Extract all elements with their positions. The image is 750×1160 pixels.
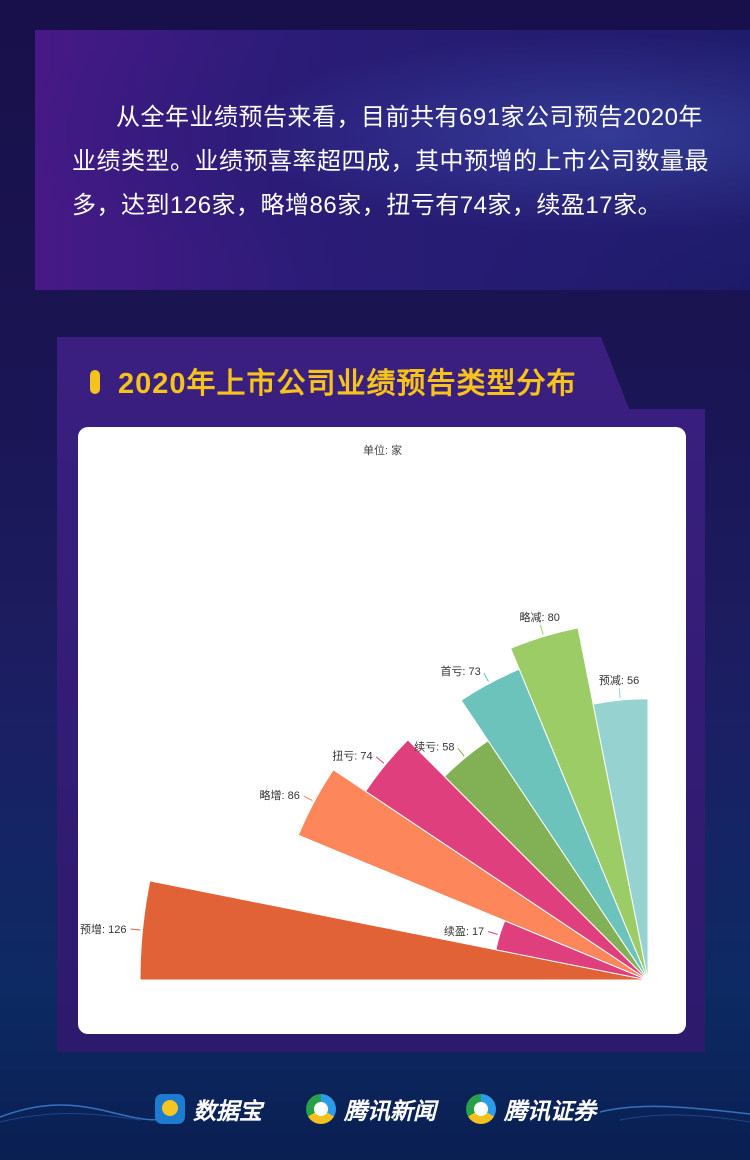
rose-sector-6 xyxy=(509,627,649,981)
label-leader-3 xyxy=(375,756,385,764)
brand-shujubao: 数据宝 xyxy=(155,1092,262,1126)
brand-tencent-securities-label: 腾讯证券 xyxy=(504,1098,596,1124)
label-leader-0 xyxy=(130,928,141,931)
tencent-logo-icon xyxy=(466,1094,496,1124)
label-leader-1 xyxy=(487,931,498,935)
rose-sector-2 xyxy=(297,769,649,981)
sector-label-2: 略增: 86 xyxy=(260,788,300,802)
sector-label-0: 预增: 126 xyxy=(80,922,126,936)
brand-tencent-news: 腾讯新闻 xyxy=(306,1092,436,1126)
brand-tencent-news-label: 腾讯新闻 xyxy=(344,1098,436,1124)
brand-tencent-securities: 腾讯证券 xyxy=(466,1092,596,1126)
sector-label-6: 略减: 80 xyxy=(520,610,560,624)
intro-background xyxy=(35,30,750,290)
label-leader-5 xyxy=(483,672,489,682)
label-leader-2 xyxy=(303,795,313,802)
title-marker xyxy=(90,370,100,394)
footer: 数据宝 腾讯新闻 腾讯证券 xyxy=(0,1082,750,1142)
sector-label-3: 扭亏: 74 xyxy=(332,749,372,763)
unit-label: 单位: 家 xyxy=(363,445,403,457)
sector-label-5: 首亏: 73 xyxy=(440,664,480,678)
sector-label-7: 预减: 56 xyxy=(599,674,639,687)
rose-sector-3 xyxy=(364,739,649,981)
label-leader-7 xyxy=(618,688,621,699)
sector-label-4: 续亏: 58 xyxy=(414,740,454,754)
tencent-logo-icon xyxy=(306,1094,336,1124)
rose-chart: 预增: 126 续盈: 17 略增: 86 扭亏: 74 续亏: 58 首亏: 73 略减:… xyxy=(80,610,649,981)
label-leader-6 xyxy=(539,624,544,635)
brand-shujubao-label: 数据宝 xyxy=(193,1098,262,1124)
chart-card: 预增: 126 续盈: 17 略增: 86 扭亏: 74 续亏: 58 首亏: 73 略减:… xyxy=(78,427,686,1034)
label-leader-4 xyxy=(457,747,465,757)
rose-sector-7 xyxy=(592,698,649,981)
chart-title: 2020年上市公司业绩预告类型分布 xyxy=(118,368,577,400)
shujubao-logo-icon xyxy=(155,1094,185,1124)
sector-label-1: 续盈: 17 xyxy=(444,924,484,938)
intro-paragraph: 从全年业绩预告来看，目前共有691家公司预告2020年业绩类型。业绩预喜率超四成… xyxy=(72,104,709,219)
